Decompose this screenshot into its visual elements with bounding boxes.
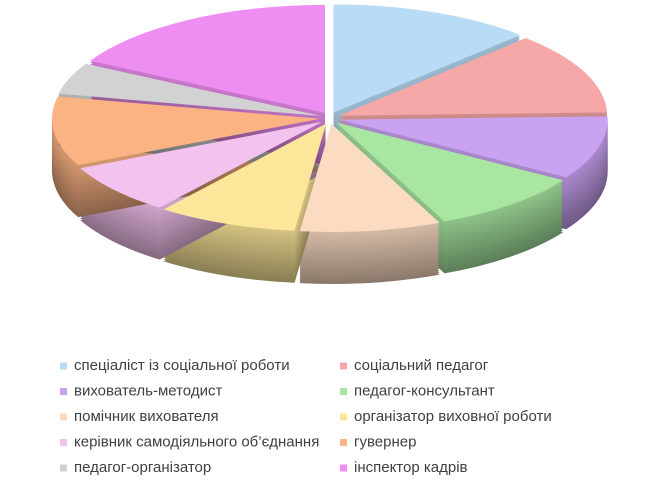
slice — [339, 38, 608, 116]
legend-swatch — [60, 413, 67, 421]
legend-label: керівник самодіяльного об’єднання — [74, 433, 319, 450]
legend-swatch — [340, 362, 347, 370]
slice-tops — [52, 4, 608, 232]
legend-swatch — [340, 464, 347, 472]
slice — [58, 63, 321, 116]
legend-label: спеціаліст із соціальної роботи — [74, 357, 290, 374]
legend-label: гувернер — [354, 433, 416, 450]
legend-label: організатор виховної роботи — [354, 408, 552, 425]
slice — [336, 122, 564, 222]
legend-label: інспектор кадрів — [354, 459, 468, 476]
legend-swatch — [60, 362, 67, 370]
slice — [52, 96, 321, 166]
legend-label: вихователь-методист — [74, 382, 222, 399]
slice — [80, 121, 323, 208]
legend-swatch — [340, 388, 347, 395]
legend-swatch — [340, 439, 347, 446]
slice — [333, 4, 521, 113]
legend-label: педагог-консультант — [354, 382, 495, 399]
slice — [339, 116, 608, 178]
slice — [90, 4, 325, 113]
slice — [299, 123, 440, 232]
legend-label: педагог-організатор — [74, 459, 211, 476]
legend-swatch — [60, 464, 67, 472]
legend-label: соціальний педагог — [354, 357, 489, 374]
legend-swatch — [60, 388, 67, 395]
legend-swatch — [340, 413, 347, 421]
legend-swatch — [60, 439, 67, 446]
legend-label: помічник вихователя — [74, 408, 219, 425]
slice — [163, 123, 327, 231]
